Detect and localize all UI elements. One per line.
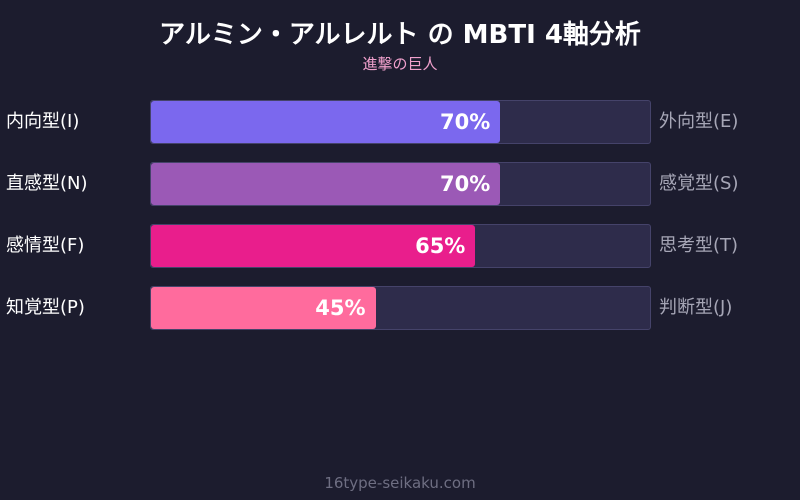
bar-fill-ft: 65% [151,225,476,267]
percent-label-ft: 65% [415,234,466,258]
axis-row-ie: 内向型(I) 70% 外向型(E) [0,100,800,144]
percent-label-ns: 70% [440,172,491,196]
bar-fill-ns: 70% [151,163,501,205]
axis-row-ft: 感情型(F) 65% 思考型(T) [0,224,800,268]
left-label-perceiving: 知覚型(P) [6,297,85,318]
chart-subtitle: 進撃の巨人 [362,55,438,73]
percent-label-pj: 45% [315,296,366,320]
axis-row-pj: 知覚型(P) 45% 判断型(J) [0,286,800,330]
chart-title: アルミン・アルレルト の MBTI 4軸分析 [159,20,641,50]
bar-fill-ie: 70% [151,101,501,143]
bar-track-ie: 70% [150,100,651,144]
left-label-intuitive: 直感型(N) [6,173,88,194]
right-label-thinking: 思考型(T) [659,235,739,256]
bar-fill-pj: 45% [151,287,376,329]
right-label-sensing: 感覚型(S) [659,173,739,194]
bar-track-ns: 70% [150,162,651,206]
left-label-introvert: 内向型(I) [6,111,80,132]
percent-label-ie: 70% [440,110,491,134]
right-label-judging: 判断型(J) [659,297,733,318]
axis-row-ns: 直感型(N) 70% 感覚型(S) [0,162,800,206]
left-label-feeling: 感情型(F) [6,235,85,256]
footer-source: 16type-seikaku.com [324,474,476,492]
bar-track-ft: 65% [150,224,651,268]
right-label-extrovert: 外向型(E) [659,111,739,132]
bar-track-pj: 45% [150,286,651,330]
